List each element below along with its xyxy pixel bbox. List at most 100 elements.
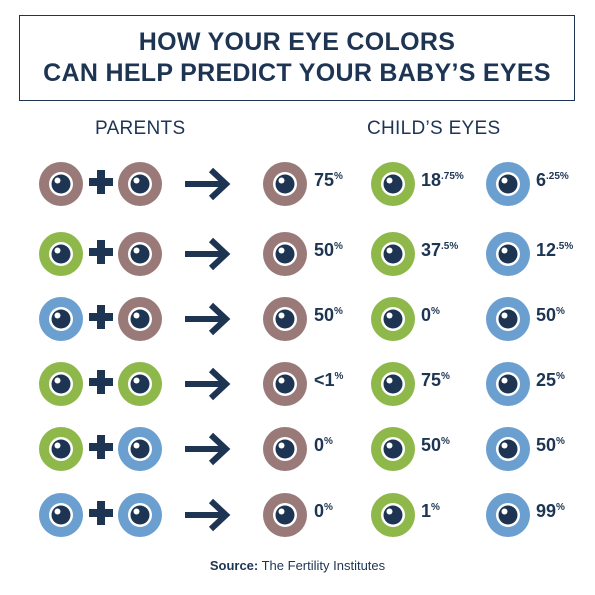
table-row: 0% 50% 50% bbox=[0, 424, 595, 474]
parent-eye-brown-icon bbox=[117, 161, 163, 207]
blue-percent-value: 50 bbox=[536, 435, 557, 455]
title-line-2: CAN HELP PREDICT YOUR BABY’S EYES bbox=[43, 59, 551, 87]
green-percent-value: 0 bbox=[421, 305, 432, 325]
blue-percent: 50% bbox=[536, 435, 565, 456]
blue-percent: 99% bbox=[536, 501, 565, 522]
blue-percent-suffix: % bbox=[556, 306, 565, 317]
blue-percent-value: 12 bbox=[536, 240, 557, 260]
arrow-right-icon bbox=[185, 432, 231, 466]
blue-percent: 50% bbox=[536, 305, 565, 326]
child-eye-blue-icon bbox=[485, 361, 531, 407]
child-eye-green-icon bbox=[370, 492, 416, 538]
title-box: HOW YOUR EYE COLORS CAN HELP PREDICT YOU… bbox=[19, 15, 575, 101]
green-percent: 50% bbox=[421, 435, 450, 456]
brown-percent: 0% bbox=[314, 501, 333, 522]
title-line-1: HOW YOUR EYE COLORS bbox=[138, 28, 456, 56]
brown-percent-value: <1 bbox=[314, 370, 335, 390]
arrow-right-icon bbox=[185, 498, 231, 532]
brown-percent-value: 0 bbox=[314, 501, 325, 521]
brown-percent-suffix: % bbox=[334, 241, 343, 252]
green-percent: 37.5% bbox=[421, 240, 458, 261]
blue-percent: 25% bbox=[536, 370, 565, 391]
parent-eye-blue-icon bbox=[117, 426, 163, 472]
plus-icon bbox=[89, 305, 113, 329]
table-row: 50% 0% 50% bbox=[0, 294, 595, 344]
source-text: The Fertility Institutes bbox=[258, 558, 386, 573]
parent-eye-blue-icon bbox=[38, 492, 84, 538]
brown-percent-suffix: % bbox=[334, 371, 344, 382]
parent-eye-brown-icon bbox=[117, 231, 163, 277]
green-percent-value: 37 bbox=[421, 240, 442, 260]
blue-percent-value: 50 bbox=[536, 305, 557, 325]
plus-icon bbox=[89, 435, 113, 459]
brown-percent-value: 50 bbox=[314, 240, 335, 260]
blue-percent: 12.5% bbox=[536, 240, 573, 261]
green-percent: 0% bbox=[421, 305, 440, 326]
parent-eye-green-icon bbox=[38, 426, 84, 472]
child-eye-blue-icon bbox=[485, 296, 531, 342]
green-percent-suffix: % bbox=[431, 502, 440, 513]
brown-percent-value: 0 bbox=[314, 435, 325, 455]
blue-percent-suffix: % bbox=[556, 436, 565, 447]
child-eye-brown-icon bbox=[262, 361, 308, 407]
brown-percent-suffix: % bbox=[324, 436, 333, 447]
brown-percent: 50% bbox=[314, 305, 343, 326]
source-note: Source: The Fertility Institutes bbox=[0, 558, 595, 573]
blue-percent-suffix: % bbox=[556, 371, 565, 382]
green-percent-suffix: % bbox=[441, 371, 450, 382]
child-eye-blue-icon bbox=[485, 161, 531, 207]
source-label: Source: bbox=[209, 558, 259, 573]
child-eye-brown-icon bbox=[262, 492, 308, 538]
brown-percent-value: 50 bbox=[314, 305, 335, 325]
green-percent: 1% bbox=[421, 501, 440, 522]
green-percent-suffix: % bbox=[431, 306, 440, 317]
green-percent-suffix: .75% bbox=[441, 171, 464, 182]
arrow-right-icon bbox=[185, 367, 231, 401]
blue-percent-value: 6 bbox=[536, 170, 547, 190]
arrow-right-icon bbox=[185, 302, 231, 336]
arrow-right-icon bbox=[185, 167, 231, 201]
child-eye-green-icon bbox=[370, 296, 416, 342]
brown-percent-suffix: % bbox=[334, 306, 343, 317]
parent-eye-green-icon bbox=[117, 361, 163, 407]
brown-percent: <1% bbox=[314, 370, 343, 391]
plus-icon bbox=[89, 370, 113, 394]
brown-percent: 75% bbox=[314, 170, 343, 191]
green-percent-value: 50 bbox=[421, 435, 442, 455]
green-percent: 18.75% bbox=[421, 170, 464, 191]
parents-header: PARENTS bbox=[95, 118, 186, 139]
plus-icon bbox=[89, 501, 113, 525]
childs-eyes-header: CHILD’S EYES bbox=[367, 118, 501, 139]
child-eye-blue-icon bbox=[485, 492, 531, 538]
blue-percent: 6.25% bbox=[536, 170, 569, 191]
parent-eye-blue-icon bbox=[117, 492, 163, 538]
parent-eye-brown-icon bbox=[117, 296, 163, 342]
child-eye-blue-icon bbox=[485, 426, 531, 472]
blue-percent-suffix: % bbox=[556, 502, 565, 513]
brown-percent-value: 75 bbox=[314, 170, 335, 190]
plus-icon bbox=[89, 170, 113, 194]
child-eye-green-icon bbox=[370, 426, 416, 472]
brown-percent-suffix: % bbox=[324, 502, 333, 513]
green-percent-value: 1 bbox=[421, 501, 432, 521]
child-eye-brown-icon bbox=[262, 231, 308, 277]
blue-percent-value: 25 bbox=[536, 370, 557, 390]
table-row: <1% 75% 25% bbox=[0, 359, 595, 409]
brown-percent-suffix: % bbox=[334, 171, 343, 182]
child-eye-green-icon bbox=[370, 361, 416, 407]
parent-eye-brown-icon bbox=[38, 161, 84, 207]
table-row: 0% 1% 99% bbox=[0, 490, 595, 540]
green-percent-value: 18 bbox=[421, 170, 442, 190]
table-row: 75% 18.75% 6.25% bbox=[0, 159, 595, 209]
child-eye-brown-icon bbox=[262, 296, 308, 342]
brown-percent: 0% bbox=[314, 435, 333, 456]
green-percent-suffix: % bbox=[441, 436, 450, 447]
arrow-right-icon bbox=[185, 237, 231, 271]
parent-eye-blue-icon bbox=[38, 296, 84, 342]
parent-eye-green-icon bbox=[38, 361, 84, 407]
blue-percent-suffix: .25% bbox=[546, 171, 569, 182]
green-percent: 75% bbox=[421, 370, 450, 391]
child-eye-brown-icon bbox=[262, 426, 308, 472]
child-eye-brown-icon bbox=[262, 161, 308, 207]
blue-percent-value: 99 bbox=[536, 501, 557, 521]
